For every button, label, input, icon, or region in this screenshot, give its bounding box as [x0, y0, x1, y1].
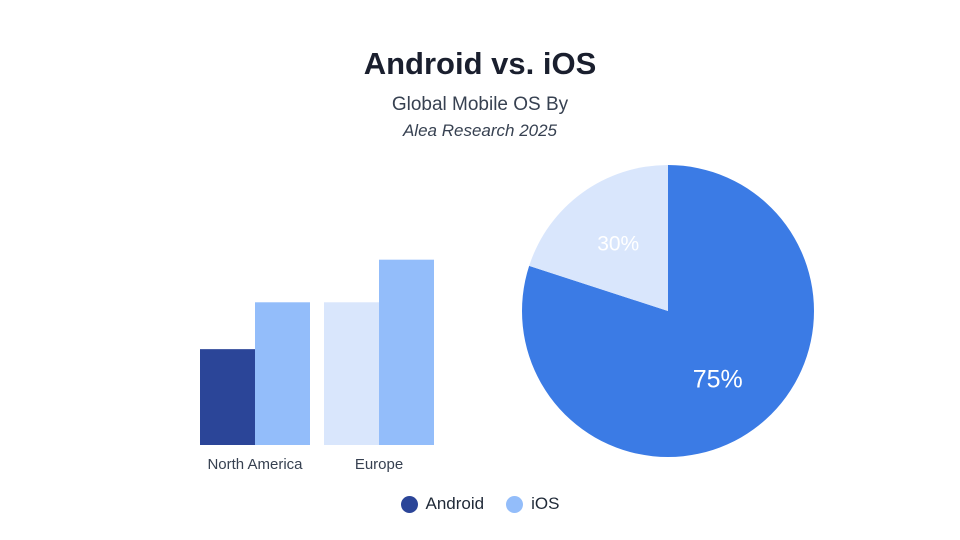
legend-swatch-ios	[506, 495, 524, 513]
legend-swatch-android	[400, 495, 418, 513]
pie-slice-1	[529, 165, 668, 311]
bar-android-europe	[324, 302, 379, 445]
x-tick-label: North America	[207, 456, 303, 473]
chart-subtitle: Global Mobile OS By	[391, 94, 569, 115]
chart-title: Android vs. iOS	[363, 46, 597, 81]
x-tick-label: Europe	[355, 456, 403, 473]
pie-slice-label-0: 75%	[693, 366, 743, 394]
pie-slice-label-1: 30%	[597, 232, 639, 255]
chart-source: Alea Research 2025	[402, 121, 558, 140]
legend-item-ios: iOS	[506, 494, 559, 514]
bar-ios-europe	[379, 259, 434, 445]
legend-item-android: Android	[400, 494, 485, 514]
legend-label-ios: iOS	[531, 494, 560, 513]
bar-ios-north-america	[255, 302, 310, 445]
legend-label-android: Android	[425, 494, 485, 513]
legend: Android iOS	[0, 494, 960, 514]
bar-android-north-america	[200, 349, 255, 445]
